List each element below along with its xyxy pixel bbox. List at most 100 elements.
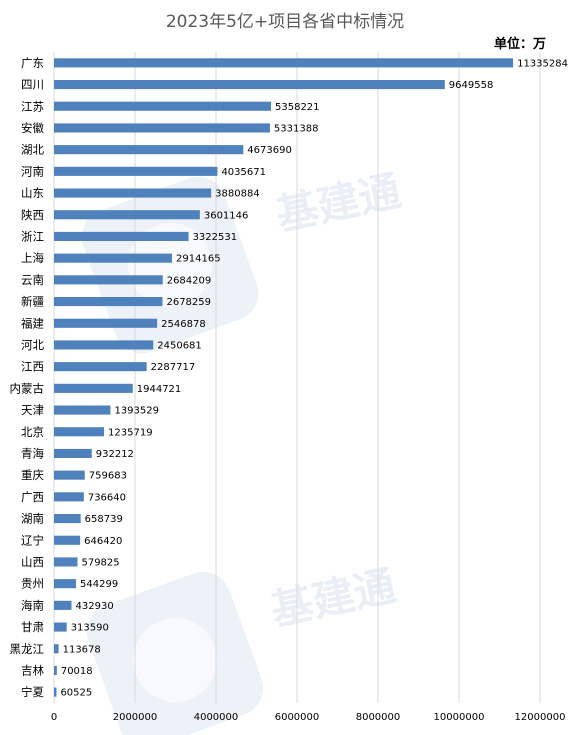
bar — [54, 145, 244, 155]
value-axis: 0 2000000 4000000 6000000 8000000 10000000 120… — [51, 712, 566, 723]
data-labels: 11335284 9649558 5358221 5331388 4673690 4035… — [60, 58, 568, 698]
x-tick-label: 6000000 — [275, 712, 320, 723]
data-label: 759683 — [89, 471, 127, 482]
category-label: 宁夏 — [21, 685, 44, 699]
category-label: 贵州 — [21, 577, 44, 591]
bar — [54, 405, 111, 415]
bar — [54, 470, 85, 480]
category-label: 天津 — [21, 403, 44, 417]
data-label: 736640 — [88, 492, 126, 503]
bar — [54, 687, 57, 697]
category-label: 吉林 — [21, 663, 44, 677]
category-label: 海南 — [21, 598, 44, 612]
bar — [54, 513, 81, 524]
watermark-text-top: 基建通 — [272, 166, 405, 240]
x-tick-label: 12000000 — [515, 712, 566, 723]
category-label: 内蒙古 — [10, 381, 45, 395]
category-label: 陕西 — [21, 208, 44, 222]
data-label: 4673690 — [247, 145, 292, 156]
x-tick-label: 2000000 — [113, 712, 158, 723]
gridlines — [53, 52, 541, 703]
data-label: 3601146 — [204, 210, 249, 221]
category-label: 安徽 — [21, 121, 44, 135]
bar — [54, 535, 81, 545]
category-label: 江苏 — [21, 99, 44, 113]
unit-label: 单位：万 — [494, 36, 546, 52]
bar — [54, 101, 272, 111]
watermark-logo-bottom — [86, 571, 264, 735]
data-label: 4035671 — [221, 167, 266, 178]
category-label: 河北 — [21, 338, 44, 352]
data-label: 2450681 — [157, 340, 202, 351]
data-label: 2287717 — [151, 362, 196, 373]
bars — [54, 58, 514, 697]
bar — [54, 275, 163, 285]
chart-title: 2023年5亿+项目各省中标情况 — [166, 12, 404, 32]
category-axis: 广东四川江苏安徽湖北河南山东陕西浙江上海云南新疆福建河北江西内蒙古天津北京青海重… — [10, 56, 45, 699]
data-label: 658739 — [85, 514, 123, 525]
bar — [54, 79, 445, 90]
category-label: 湖南 — [21, 512, 44, 526]
data-label: 1393529 — [114, 406, 159, 417]
bar — [54, 166, 218, 176]
category-label: 江西 — [21, 360, 44, 374]
bar — [54, 318, 158, 328]
category-label: 山西 — [21, 555, 44, 569]
bar — [54, 188, 212, 198]
category-label: 重庆 — [21, 468, 44, 482]
category-label: 新疆 — [21, 295, 44, 309]
bar — [54, 58, 514, 68]
category-label: 上海 — [21, 251, 44, 265]
category-label: 广东 — [21, 56, 44, 70]
bar — [54, 622, 67, 632]
data-label: 313590 — [71, 623, 109, 634]
data-label: 3880884 — [215, 189, 260, 200]
category-label: 辽宁 — [21, 533, 44, 547]
data-label: 544299 — [80, 579, 118, 590]
watermark-text-bottom: 基建通 — [267, 561, 400, 635]
bar — [54, 492, 84, 502]
category-label: 甘肃 — [21, 620, 44, 634]
category-label: 广西 — [21, 490, 44, 504]
data-label: 9649558 — [449, 80, 494, 91]
data-label: 932212 — [96, 449, 134, 460]
data-label: 1944721 — [137, 384, 182, 395]
bar — [54, 210, 200, 220]
data-label: 579825 — [81, 557, 119, 568]
data-label: 2546878 — [161, 319, 206, 330]
bar — [54, 427, 105, 437]
data-label: 3322531 — [193, 232, 238, 243]
data-label: 11335284 — [517, 58, 568, 69]
bar — [54, 296, 163, 307]
bar — [54, 253, 173, 263]
data-label: 60525 — [60, 688, 92, 699]
data-label: 2914165 — [176, 254, 221, 265]
data-label: 432930 — [76, 601, 114, 612]
category-label: 湖北 — [21, 143, 44, 157]
bar — [54, 579, 77, 589]
bar — [54, 123, 270, 133]
bar — [54, 557, 78, 567]
bar — [54, 383, 133, 393]
data-label: 2684209 — [167, 275, 212, 286]
category-label: 云南 — [21, 273, 44, 287]
category-label: 黑龙江 — [10, 642, 45, 656]
bar — [54, 665, 57, 676]
category-label: 浙江 — [21, 229, 44, 243]
x-tick-label: 4000000 — [194, 712, 239, 723]
bar — [54, 362, 147, 372]
x-tick-label: 10000000 — [434, 712, 485, 723]
watermark-logo-top — [81, 176, 259, 354]
bar — [54, 448, 92, 459]
data-label: 5358221 — [275, 102, 320, 113]
category-label: 河南 — [21, 164, 44, 178]
data-label: 5331388 — [274, 123, 319, 134]
data-label: 646420 — [84, 536, 122, 547]
bar — [54, 644, 59, 654]
data-label: 1235719 — [108, 427, 153, 438]
data-label: 70018 — [61, 666, 93, 677]
category-label: 北京 — [21, 425, 44, 439]
x-tick-label: 8000000 — [356, 712, 401, 723]
category-label: 四川 — [21, 78, 44, 92]
